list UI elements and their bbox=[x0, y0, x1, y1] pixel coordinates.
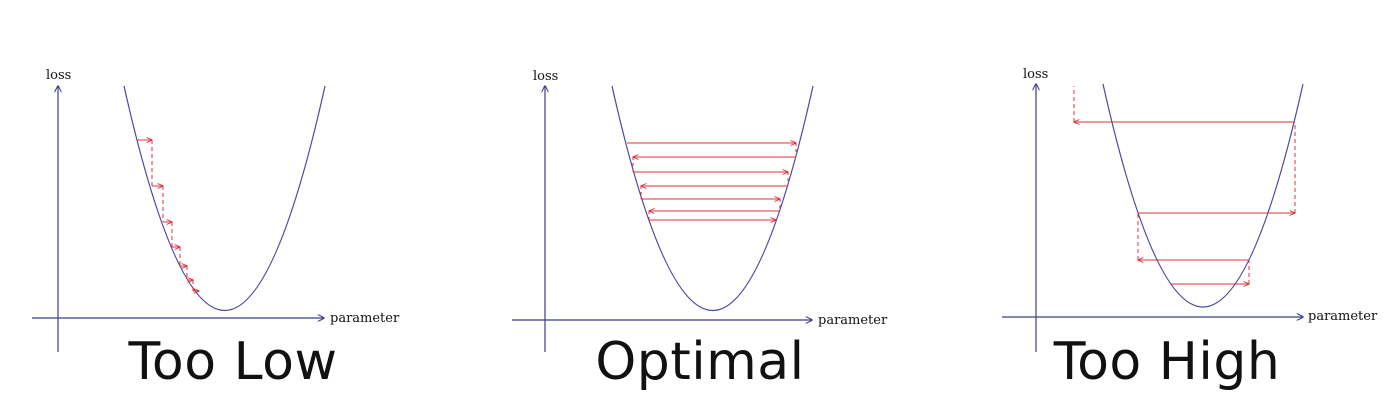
loss-curve bbox=[1102, 83, 1304, 308]
x-axis-label: parameter bbox=[1308, 309, 1378, 324]
loss-curve bbox=[123, 85, 326, 311]
panel-title: Optimal bbox=[595, 332, 805, 392]
y-axis-label: loss bbox=[1023, 67, 1048, 82]
diagram-optimal: loss parameter bbox=[512, 69, 888, 352]
panel-optimal: loss parameter Optimal bbox=[467, 0, 933, 420]
x-axis-label: parameter bbox=[818, 313, 888, 328]
panel-too-low: loss parameter Too Low bbox=[0, 0, 466, 420]
panel-title: Too Low bbox=[128, 332, 338, 392]
gradient-steps bbox=[627, 143, 796, 220]
y-axis-label: loss bbox=[533, 69, 558, 84]
x-axis-label: parameter bbox=[330, 311, 400, 326]
y-axis-label: loss bbox=[46, 68, 71, 83]
panel-title: Too High bbox=[1053, 332, 1281, 392]
gradient-steps bbox=[137, 140, 199, 291]
diagram-too-low: loss parameter bbox=[32, 68, 400, 352]
gradient-steps bbox=[1074, 86, 1295, 284]
panel-too-high: loss parameter Too High bbox=[934, 0, 1400, 420]
loss-curve bbox=[611, 85, 814, 311]
diagram-too-high: loss parameter bbox=[1002, 67, 1378, 352]
